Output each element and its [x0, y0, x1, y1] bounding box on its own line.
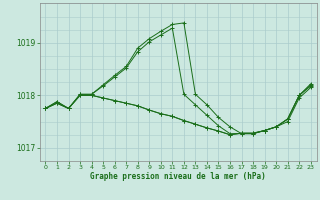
X-axis label: Graphe pression niveau de la mer (hPa): Graphe pression niveau de la mer (hPa) — [90, 172, 266, 181]
